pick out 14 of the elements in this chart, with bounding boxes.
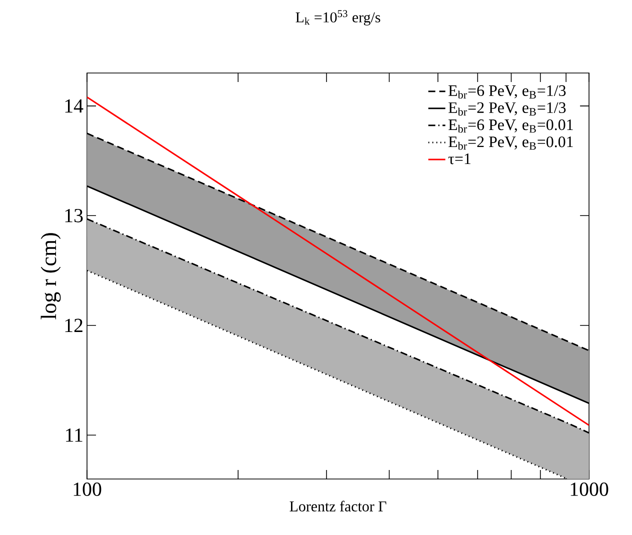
legend-label: E$_{br}$=2 PeV, e$_{B}$=1/3 xyxy=(448,102,566,116)
x-tick-label: 100 xyxy=(74,482,102,496)
legend-label: E$_{br}$=6 PeV, e$_{B}$=1/3 xyxy=(448,85,566,99)
x-axis-title: Lorentz factor Γ xyxy=(290,500,386,512)
y-tick-label: 12 xyxy=(65,318,82,332)
y-tick-label: 13 xyxy=(65,208,83,222)
y-axis-title: log r (cm) xyxy=(40,233,61,320)
x-tick-label: 1000 xyxy=(570,482,608,496)
legend-label: E$_{br}$=6 PeV, e$_{B}$=0.01 xyxy=(448,119,573,133)
y-tick-label: 14 xyxy=(65,99,84,112)
y-tick-label: 11 xyxy=(66,428,82,442)
legend-label: E$_{br}$=2 PeV, e$_{B}$=0.01 xyxy=(448,136,573,150)
chart-title: L$_{k}$ =10$^{53}$ erg/s xyxy=(296,10,380,26)
legend-label: τ=1 xyxy=(448,154,470,164)
